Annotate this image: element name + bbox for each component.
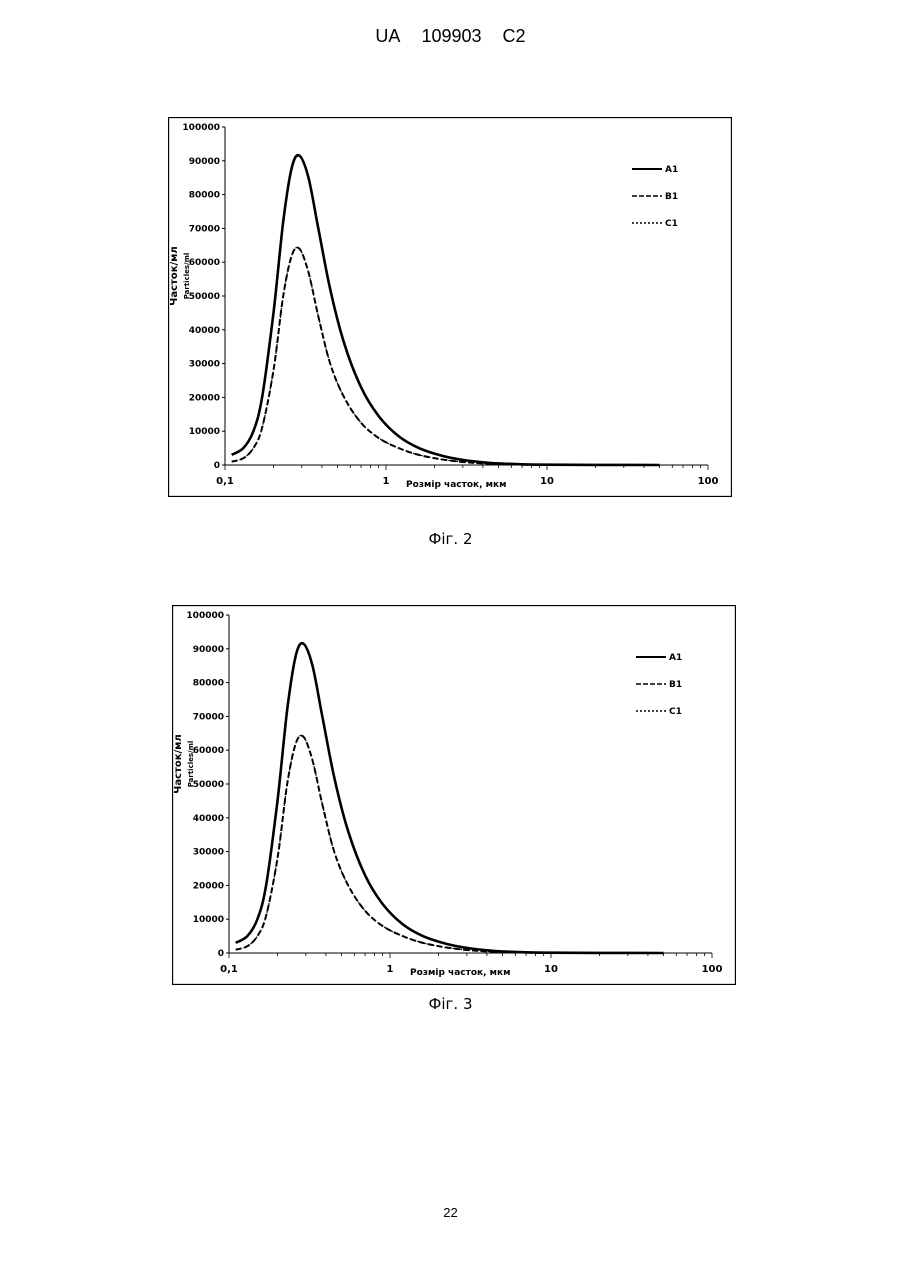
y-tick-label: 100000 xyxy=(182,123,220,133)
x-tick-label: 10 xyxy=(544,964,558,975)
y-axis-label-secondary: Particles/ml xyxy=(183,253,191,300)
x-tick-label: 1 xyxy=(387,964,394,975)
y-tick-label: 90000 xyxy=(193,645,224,655)
y-tick-label: 20000 xyxy=(189,393,220,403)
x-tick-label: 0,1 xyxy=(216,476,234,487)
chart-frame xyxy=(173,606,736,985)
y-tick-label: 0 xyxy=(218,949,224,959)
y-tick-label: 50000 xyxy=(189,292,220,302)
document-header: UA 109903 C2 xyxy=(0,26,901,47)
legend-label-c1: C1 xyxy=(665,219,678,229)
x-tick-label: 100 xyxy=(702,964,723,975)
x-tick-label: 1 xyxy=(383,476,390,487)
x-tick-label: 100 xyxy=(698,476,719,487)
legend-label-c1: C1 xyxy=(669,707,682,717)
figure-3-caption: Фіг. 3 xyxy=(0,995,901,1013)
figure-2-caption: Фіг. 2 xyxy=(0,530,901,548)
header-kind: C2 xyxy=(503,26,526,46)
figure-3-chart-svg: 0 10000 20000 30000 40000 50000 60000 70000 8000… xyxy=(172,605,736,985)
chart-frame xyxy=(169,118,732,497)
y-tick-label: 40000 xyxy=(193,814,224,824)
y-tick-label: 20000 xyxy=(193,881,224,891)
y-tick-label: 50000 xyxy=(193,780,224,790)
figure-2-chart-svg: 0 10000 20000 30000 40000 50000 60000 70000 8000… xyxy=(168,117,732,497)
y-tick-label: 60000 xyxy=(189,258,220,268)
x-axis-label: Розмір часток, мкм xyxy=(406,479,507,490)
figure-2-chart: 0 10000 20000 30000 40000 50000 60000 70000 8000… xyxy=(168,117,732,497)
y-tick-label: 70000 xyxy=(193,712,224,722)
y-tick-label: 60000 xyxy=(193,746,224,756)
y-tick-label: 90000 xyxy=(189,157,220,167)
y-tick-label: 80000 xyxy=(189,191,220,201)
y-tick-label: 0 xyxy=(214,461,220,471)
figure-3-chart: 0 10000 20000 30000 40000 50000 60000 70000 8000… xyxy=(172,605,736,985)
header-number: 109903 xyxy=(421,26,481,46)
page-number: 22 xyxy=(0,1205,901,1220)
legend-label-a1: A1 xyxy=(665,165,678,175)
header-country: UA xyxy=(375,26,400,46)
legend-label-b1: B1 xyxy=(669,680,682,690)
y-axis-label: Часток/мл xyxy=(173,734,184,793)
y-tick-label: 100000 xyxy=(186,611,224,621)
y-tick-label: 70000 xyxy=(189,224,220,234)
y-tick-label: 30000 xyxy=(193,848,224,858)
x-axis-label: Розмір часток, мкм xyxy=(410,967,511,978)
y-axis-label-secondary: Particles/ml xyxy=(187,741,195,788)
y-axis-label: Часток/мл xyxy=(169,246,180,305)
x-tick-label: 10 xyxy=(540,476,554,487)
x-tick-label: 0,1 xyxy=(220,964,238,975)
y-tick-label: 10000 xyxy=(193,915,224,925)
y-tick-label: 10000 xyxy=(189,427,220,437)
legend-label-a1: A1 xyxy=(669,653,682,663)
y-tick-label: 80000 xyxy=(193,679,224,689)
y-tick-label: 30000 xyxy=(189,360,220,370)
y-tick-label: 40000 xyxy=(189,326,220,336)
legend-label-b1: B1 xyxy=(665,192,678,202)
